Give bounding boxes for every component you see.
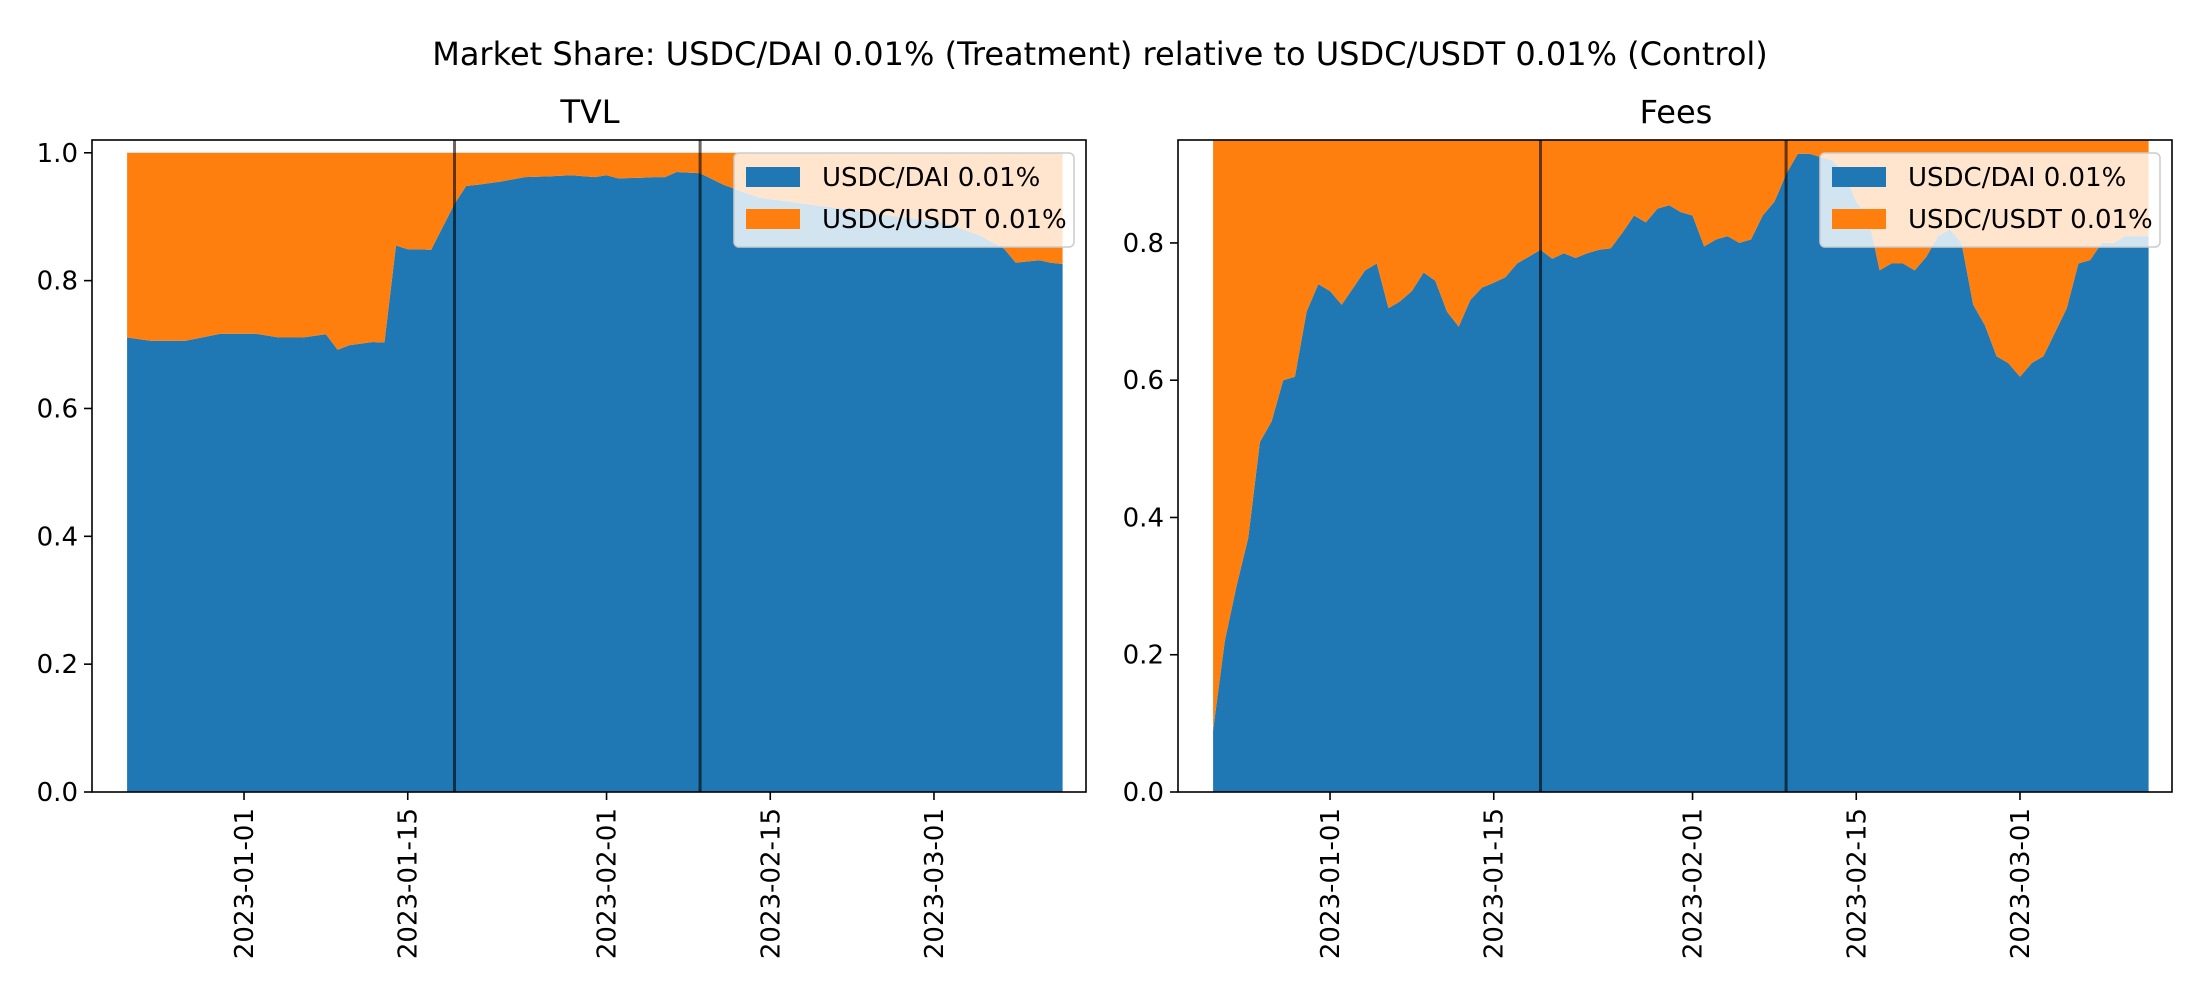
tvl-legend-swatch-1 xyxy=(746,167,800,187)
tvl-axes-frame xyxy=(91,139,1087,793)
fees-ytick-label: 0.6 xyxy=(1123,366,1164,396)
tvl-ytick-label: 1.0 xyxy=(37,139,78,169)
figure-title: Market Share: USDC/DAI 0.01% (Treatment)… xyxy=(432,35,1768,73)
fees-xtick-label: 2023-02-01 xyxy=(1679,808,1709,959)
tvl-legend-label-2: USDC/USDT 0.01% xyxy=(822,205,1067,235)
fees-area-series-2 xyxy=(1213,140,2149,731)
tvl-xtick-label: 2023-03-01 xyxy=(920,808,950,959)
fees-xtick-label: 2023-01-01 xyxy=(1316,808,1346,959)
tvl-xtick-label: 2023-02-15 xyxy=(756,808,786,959)
tvl-area-series-1 xyxy=(127,172,1063,792)
tvl-legend-label-1: USDC/DAI 0.01% xyxy=(822,163,1040,193)
fees-xtick-label: 2023-03-01 xyxy=(2006,808,2036,959)
fees-area-series-1 xyxy=(1213,153,2149,792)
tvl-ytick-label: 0.6 xyxy=(37,394,78,424)
tvl-legend: USDC/DAI 0.01% USDC/USDT 0.01% xyxy=(733,152,1075,248)
tvl-ytick-label: 0.8 xyxy=(37,267,78,297)
fees-legend-label-2: USDC/USDT 0.01% xyxy=(1908,205,2153,235)
tvl-xtick-label: 2023-02-01 xyxy=(593,808,623,959)
tvl-ytick-label: 0.2 xyxy=(37,650,78,680)
fees-panel-title: Fees xyxy=(1640,93,1713,131)
fees-xtick-label: 2023-02-15 xyxy=(1842,808,1872,959)
tvl-legend-swatch-2 xyxy=(746,209,800,229)
fees-ytick-label: 0.2 xyxy=(1123,641,1164,671)
fees-panel: Fees 0.0 0.2 0.4 0.6 0.8 2023-01-01 2023-01-15… xyxy=(1123,93,2173,959)
tvl-ytick-label: 0.0 xyxy=(37,778,78,808)
fees-ytick-label: 0.8 xyxy=(1123,229,1164,259)
tvl-ytick-label: 0.4 xyxy=(37,522,78,552)
tvl-panel: TVL 0.0 0.2 0.4 0.6 0.8 1.0 2023-01-01 2023-01-… xyxy=(37,93,1087,959)
fees-legend-label-1: USDC/DAI 0.01% xyxy=(1908,163,2126,193)
tvl-legend-box xyxy=(733,152,1075,248)
tvl-xtick-label: 2023-01-15 xyxy=(394,808,424,959)
fees-legend-swatch-2 xyxy=(1832,209,1886,229)
fees-ytick-label: 0.0 xyxy=(1123,778,1164,808)
tvl-xtick-label: 2023-01-01 xyxy=(230,808,260,959)
fees-legend-swatch-1 xyxy=(1832,167,1886,187)
fees-ytick-label: 0.4 xyxy=(1123,503,1164,533)
fees-legend-box xyxy=(1819,152,2161,248)
fees-axes-frame xyxy=(1177,139,2173,793)
fees-xtick-label: 2023-01-15 xyxy=(1480,808,1510,959)
fees-legend: USDC/DAI 0.01% USDC/USDT 0.01% xyxy=(1819,152,2161,248)
tvl-panel-title: TVL xyxy=(559,93,619,131)
